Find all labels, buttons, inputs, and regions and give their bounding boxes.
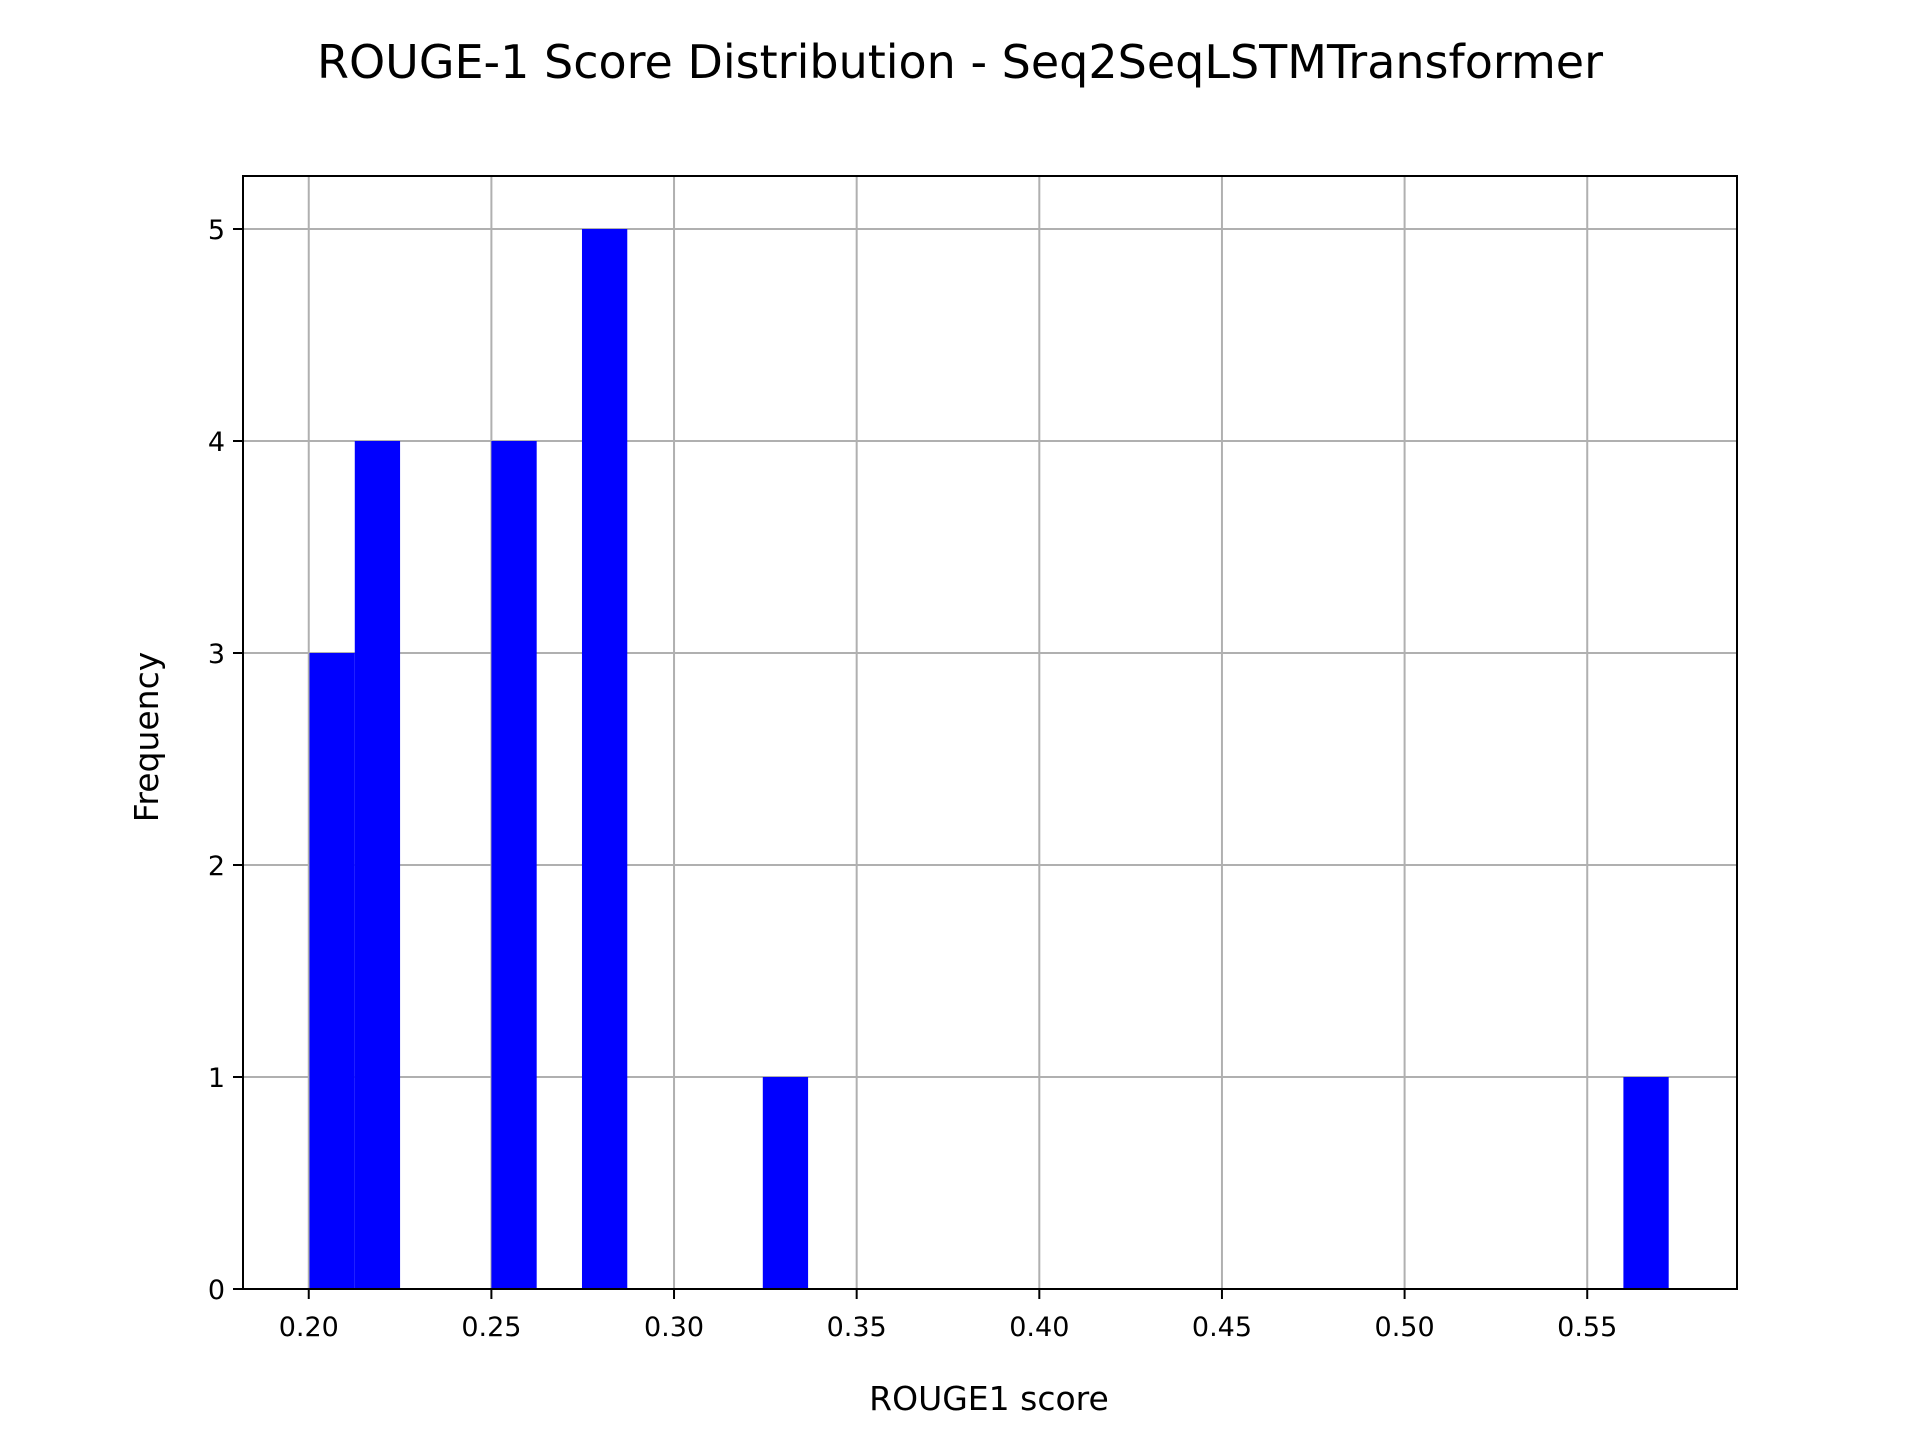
histogram-bar: [581, 229, 628, 1289]
x-tick-label: 0.55: [1557, 1312, 1617, 1343]
histogram-bars: [309, 229, 1669, 1289]
x-tick-label: 0.25: [461, 1312, 521, 1343]
y-axis-title: Frequency: [127, 652, 166, 822]
x-tick-label: 0.30: [644, 1312, 704, 1343]
x-tick-label: 0.20: [279, 1312, 339, 1343]
histogram-bar: [1623, 1077, 1669, 1289]
x-tick-label: 0.50: [1375, 1312, 1435, 1343]
histogram-bar: [354, 441, 401, 1289]
plot-background: [243, 176, 1737, 1289]
y-tick-label: 2: [208, 851, 225, 882]
x-tick-label: 0.35: [827, 1312, 887, 1343]
y-tick-label: 0: [208, 1275, 225, 1306]
x-axis-title: ROUGE1 score: [869, 1379, 1109, 1418]
histogram-bar: [309, 653, 355, 1289]
histogram-bar: [491, 441, 537, 1289]
x-tick-label: 0.45: [1192, 1312, 1252, 1343]
y-tick-label: 1: [208, 1063, 225, 1094]
chart-title: ROUGE-1 Score Distribution - Seq2SeqLSTM…: [317, 35, 1603, 89]
histogram-bar: [762, 1077, 809, 1289]
axes-frame: [242, 175, 1738, 1290]
y-tick-label: 4: [208, 427, 225, 458]
x-tick-label: 0.40: [1009, 1312, 1069, 1343]
y-tick-label: 5: [208, 215, 225, 246]
y-tick-label: 3: [208, 639, 225, 670]
x-axis-ticks: 0.20 0.25 0.30 0.35 0.40 0.45 0.50 0.55: [279, 1289, 1617, 1343]
y-axis-ticks: 0 1 2 3 4 5: [208, 215, 243, 1306]
plot-area: 0.20 0.25 0.30 0.35 0.40 0.45 0.50 0.55 0 1 2 3 4 5: [208, 175, 1738, 1343]
